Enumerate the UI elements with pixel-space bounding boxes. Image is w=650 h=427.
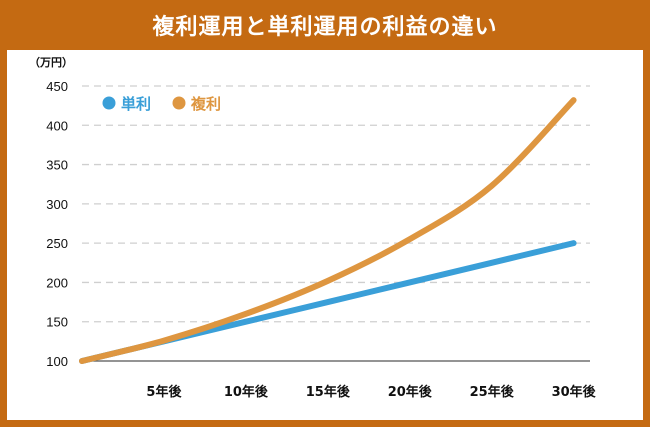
y-tick-label: 200 [46,275,68,290]
y-tick-label: 250 [46,236,68,251]
legend-label-simple: 単利 [121,95,151,113]
y-tick-label: 450 [46,79,68,94]
x-tick-label: 20年後 [388,384,433,400]
x-tick-label: 10年後 [224,384,269,400]
y-axis-unit-label: （万円） [29,56,73,69]
legend-label-compound: 複利 [190,95,221,113]
x-tick-label: 30年後 [552,384,597,400]
y-tick-label: 300 [46,197,68,212]
y-tick-label: 100 [46,354,68,369]
chart-panel: （万円） 100 150 200 250 300 350 400 450 5年後 10年後 15年後 2… [7,50,643,420]
legend-marker-compound [172,96,186,110]
x-tick-label: 15年後 [306,384,351,400]
chart-title: 複利運用と単利運用の利益の違い [152,15,498,40]
x-tick-label: 5年後 [146,384,182,400]
y-tick-label: 150 [46,315,68,330]
y-tick-label: 400 [46,118,68,133]
x-tick-label: 25年後 [470,384,515,400]
line-chart: （万円） 100 150 200 250 300 350 400 450 5年後 10年後 15年後 2… [29,56,597,400]
legend-marker-simple [102,96,116,110]
series-line-compound-interest [79,97,577,364]
y-tick-label: 350 [46,158,68,173]
